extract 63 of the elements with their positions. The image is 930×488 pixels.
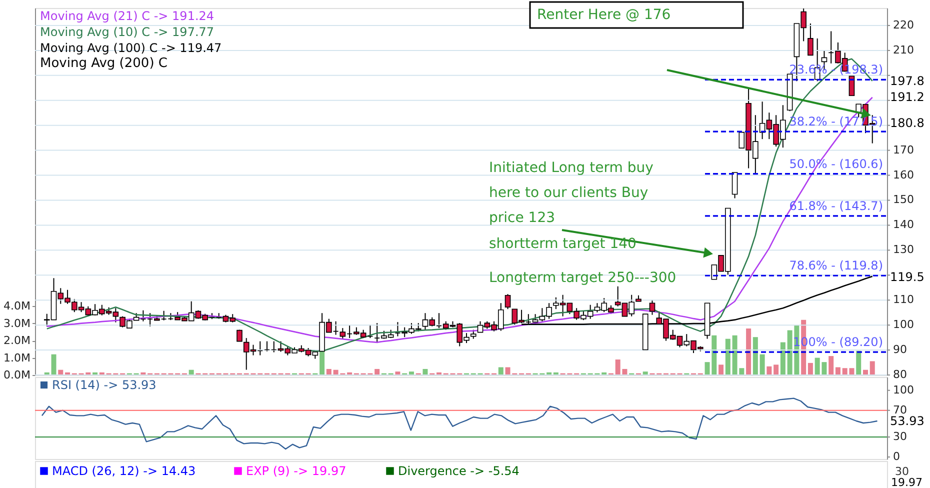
y2-tick-label: 0.0M [4,368,30,382]
bar [51,354,56,375]
y2-tick-label: 1.0M [4,351,30,364]
legend-label: MACD (26, 12) -> 14.43 [52,464,196,478]
candlestick [848,76,855,96]
bar [498,367,504,375]
text: 191.2 [890,90,924,104]
y2-tick-label: 4.0M [4,300,30,313]
y-tick-label: 30 [893,430,907,443]
y-tick-label: 110 [893,293,914,306]
y-tick-label: 170 [893,143,914,156]
y-tick-label: 80 [893,368,907,381]
bar [760,354,765,375]
y-tick-label: 0 [893,450,900,463]
bar [326,368,332,375]
y-tick-label: 70 [893,403,907,416]
legend-label: RSI (14) -> 53.93 [52,378,156,392]
text: 53.93 [890,414,924,428]
bar [780,342,786,375]
bar [856,350,862,375]
y-tick-label: 160 [893,168,914,182]
text: 19.97 [891,476,922,488]
bar [752,337,758,375]
bar [835,367,840,375]
text: 197.8 [890,74,924,88]
y-tick-label: 90 [893,343,907,356]
y-tick-label: 220 [893,18,914,32]
candlestick [264,340,270,352]
bar [422,368,428,375]
annotation: Moving Avg (200) C [40,56,168,71]
bar [725,338,730,375]
bar [374,368,380,375]
candlestick [504,294,511,310]
annotation: shortterm target 140 [489,236,636,252]
line-series [41,398,878,450]
y-tick-label: 100 [893,383,914,396]
bar [828,356,834,375]
y-tick-label: 100 [893,318,914,332]
bar [766,366,772,375]
text: Moving Avg (21) C -> 191.24 [40,9,214,23]
y-tick-label: 130 [893,243,914,256]
text: 180.8 [890,116,924,130]
y-tick-label: 210 [893,43,914,56]
annotation: Longterm target 250---300 [489,270,676,286]
bar [808,362,813,375]
candlestick [649,299,656,316]
y-tick-label: 140 [893,218,914,232]
legend-label: Divergence -> -5.54 [398,464,520,478]
text: Moving Avg (10) C -> 197.77 [40,25,214,39]
y2-tick-label: 2.0M [4,334,30,348]
bar [774,364,779,375]
candlestick [808,22,814,56]
text: Moving Avg (100) C -> 119.47 [40,41,222,55]
bar [718,364,724,375]
annotation: Renter Here @ 176 [537,7,671,23]
y2-tick-label: 3.0M [4,316,30,330]
ref-line-label: 78.6% - (119.8) [789,258,883,273]
text: 119.5 [890,270,924,284]
bar [746,328,752,375]
y-tick-label: 150 [893,193,914,206]
legend-label: EXP (9) -> 19.97 [246,464,346,478]
bar [870,361,875,375]
candlestick [732,172,738,199]
